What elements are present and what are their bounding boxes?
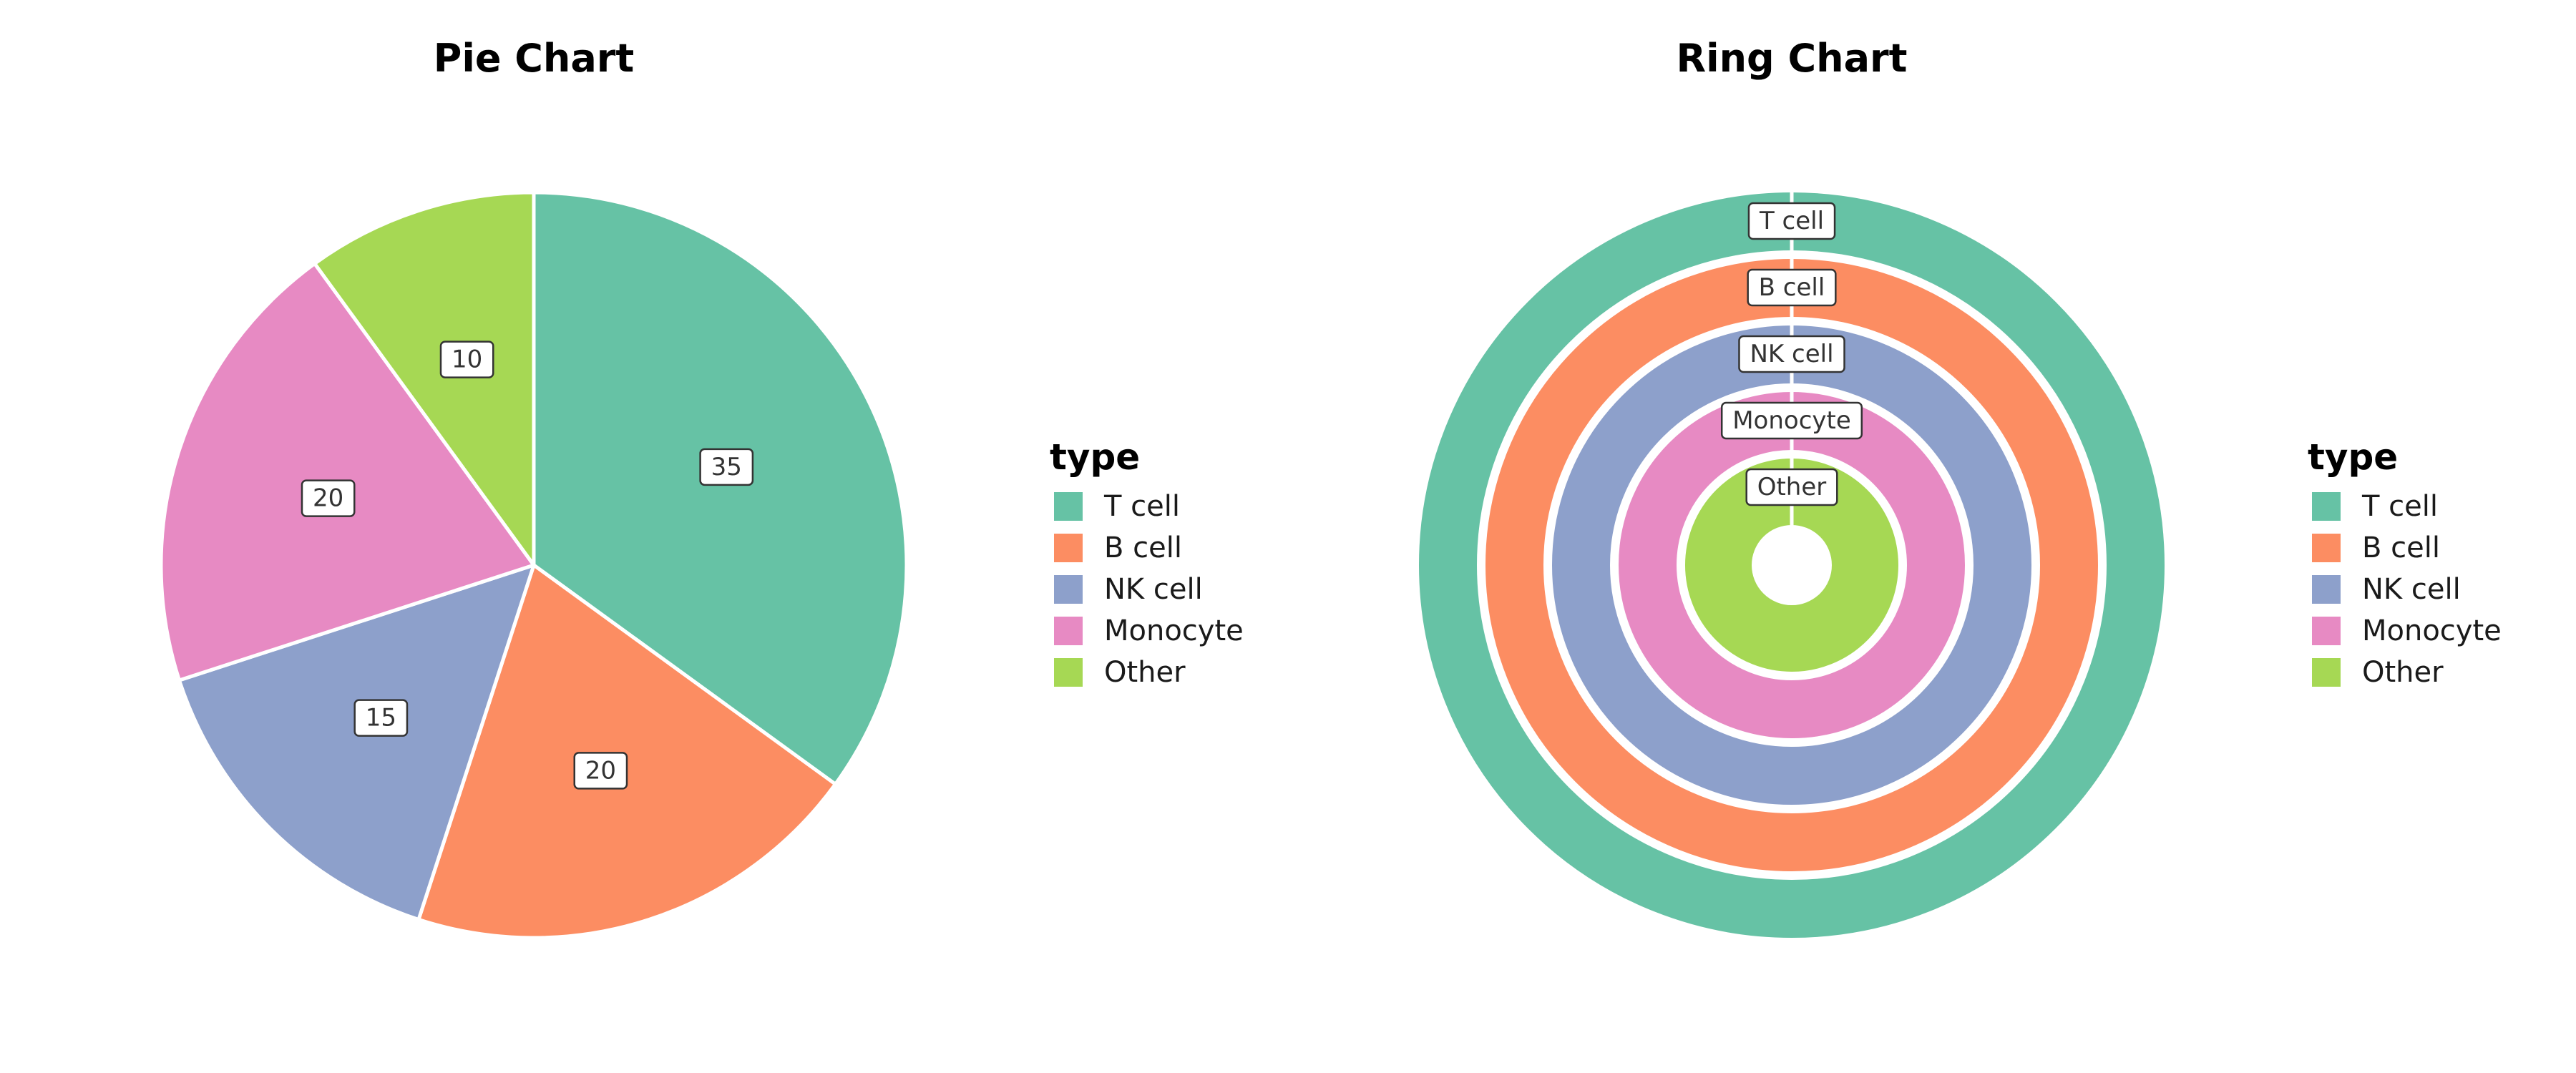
pie-slices	[159, 190, 909, 940]
pie-chart-title: Pie Chart	[434, 36, 634, 81]
pie-legend-label-monocyte: Monocyte	[1104, 614, 1244, 647]
ring-legend-key-nk-cell	[2312, 575, 2341, 604]
pie-label-nk-cell-text: 15	[366, 704, 396, 733]
pie-legend-title: type	[1050, 436, 1140, 478]
ring-label-t-cell: T cell	[1747, 202, 1836, 240]
ring-labels: T cell B cell NK cell Monocyte Other	[1720, 202, 1863, 506]
pie-legend-label-nk-cell: NK cell	[1104, 573, 1203, 606]
ring-label-monocyte-text: Monocyte	[1732, 406, 1851, 435]
pie-label-t-cell: 35	[699, 448, 754, 486]
pie-legend-label-b-cell: B cell	[1104, 531, 1182, 564]
pie-label-nk-cell-box	[353, 699, 409, 737]
ring-legend-title: type	[2308, 436, 2398, 478]
pie-legend-key-b-cell	[1054, 534, 1083, 562]
pie-label-b-cell-box	[573, 752, 628, 790]
ring-label-b-cell-text: B cell	[1759, 273, 1825, 302]
pie-label-other: 10	[439, 340, 494, 378]
ring-label-nk-cell-box	[1738, 335, 1845, 373]
pie-label-nk-cell: 15	[353, 699, 409, 737]
ring-legend-label-monocyte: Monocyte	[2362, 614, 2502, 647]
pie-legend-key-nk-cell	[1054, 575, 1083, 604]
pie-label-monocyte-text: 20	[313, 484, 343, 513]
ring-label-t-cell-box	[1747, 202, 1836, 240]
ring-label-other-box	[1745, 468, 1838, 506]
pie-legend-label-other: Other	[1104, 656, 1186, 689]
pie-label-monocyte-box	[301, 479, 356, 517]
pie-data-labels: 35 20 15 20 10	[301, 340, 754, 790]
ring-chart-panel: Ring Chart T cell B cell NK cell Monocyte Ot…	[1419, 36, 2502, 938]
ring-legend-label-nk-cell: NK cell	[2362, 573, 2461, 606]
pie-label-t-cell-text: 35	[711, 453, 742, 481]
ring-label-other-text: Other	[1757, 473, 1827, 501]
pie-legend-key-other	[1054, 658, 1083, 687]
ring-legend-label-other: Other	[2362, 656, 2444, 689]
ring-label-nk-cell-text: NK cell	[1750, 340, 1833, 368]
ring-label-other: Other	[1745, 468, 1838, 506]
pie-slice-monocyte	[159, 262, 536, 682]
pie-label-other-box	[439, 340, 494, 378]
pie-legend-key-t-cell	[1054, 492, 1083, 521]
pie-slice-t-cell	[532, 190, 909, 786]
ring-legend-label-t-cell: T cell	[2361, 490, 2438, 523]
pie-slice-nk-cell	[177, 563, 536, 921]
ring-label-nk-cell: NK cell	[1738, 335, 1845, 373]
pie-label-b-cell-text: 20	[585, 756, 616, 785]
ring-label-monocyte: Monocyte	[1720, 401, 1863, 440]
ring-label-b-cell: B cell	[1747, 268, 1837, 307]
ring-legend-key-t-cell	[2312, 492, 2341, 521]
ring-legend: type T cell B cell NK cell Monocyte Other	[2308, 436, 2502, 689]
pie-chart-panel: Pie Chart 35 20 15 20 10 type T cell B cell NK…	[159, 36, 1244, 940]
pie-slice-b-cell	[416, 563, 837, 940]
ring-chart-title: Ring Chart	[1677, 36, 1908, 81]
pie-legend: type T cell B cell NK cell Monocyte Other	[1050, 436, 1244, 689]
ring-legend-label-b-cell: B cell	[2362, 531, 2440, 564]
pie-legend-key-monocyte	[1054, 617, 1083, 645]
ring-label-monocyte-box	[1720, 401, 1863, 440]
pie-label-monocyte: 20	[301, 479, 356, 517]
ring-label-t-cell-text: T cell	[1759, 207, 1824, 235]
ring-legend-key-monocyte	[2312, 617, 2341, 645]
ring-legend-key-b-cell	[2312, 534, 2341, 562]
ring-legend-key-other	[2312, 658, 2341, 687]
pie-label-t-cell-box	[699, 448, 754, 486]
pie-label-b-cell: 20	[573, 752, 628, 790]
ring-label-b-cell-box	[1747, 268, 1837, 307]
pie-legend-label-t-cell: T cell	[1103, 490, 1180, 523]
pie-label-other-text: 10	[452, 346, 482, 374]
pie-slice-other	[313, 190, 536, 567]
